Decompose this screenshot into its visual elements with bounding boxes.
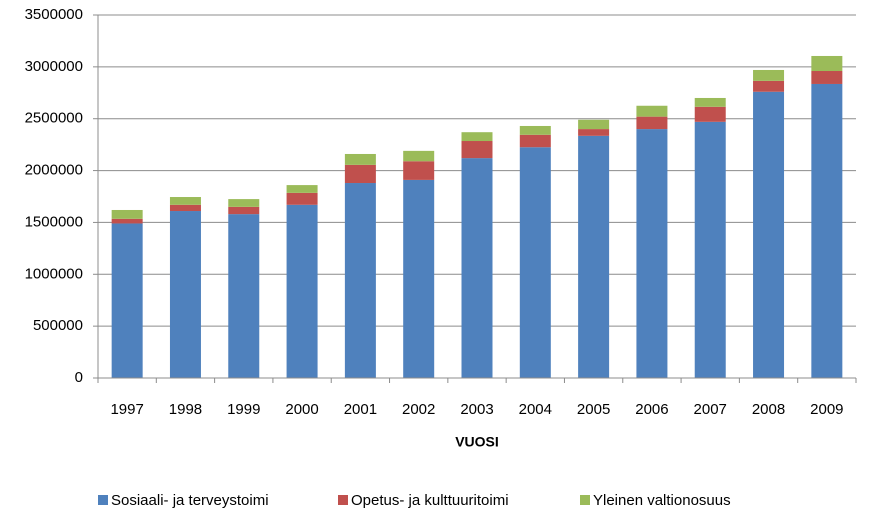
- bar-segment: [694, 121, 726, 378]
- bar-segment: [694, 106, 726, 122]
- bar-segment: [228, 199, 260, 207]
- x-tick-label: 2005: [577, 401, 610, 418]
- x-axis-title: VUOSI: [455, 434, 499, 450]
- bar-segment: [811, 83, 843, 378]
- x-tick-label: 2006: [635, 401, 668, 418]
- bar-segment: [461, 132, 493, 142]
- bar-segment: [286, 192, 318, 205]
- bar-segment: [286, 204, 318, 378]
- y-tick-label: 1000000: [25, 265, 83, 282]
- bar-segment: [403, 179, 435, 378]
- x-tick-label: 2008: [752, 401, 785, 418]
- bar-segment: [811, 71, 843, 84]
- x-tick-label: 1998: [169, 401, 202, 418]
- bar-segment: [753, 91, 785, 379]
- y-tick-label: 3000000: [25, 58, 83, 75]
- y-tick-label: 2000000: [25, 162, 83, 179]
- x-tick-label: 2002: [402, 401, 435, 418]
- y-tick-label: 500000: [33, 317, 83, 334]
- y-tick-label: 1500000: [25, 213, 83, 230]
- bar-segment: [169, 204, 201, 212]
- bar-segment: [519, 134, 551, 148]
- x-tick-label: 2004: [519, 401, 552, 418]
- bar-segment: [578, 129, 610, 136]
- y-tick-label: 0: [75, 369, 83, 386]
- bar-segment: [753, 69, 785, 81]
- bar-segment: [169, 197, 201, 205]
- bar-segment: [344, 183, 376, 378]
- y-tick-label: 3500000: [25, 6, 83, 23]
- bar-segment: [636, 116, 668, 130]
- legend-swatch: [98, 495, 108, 505]
- x-tick-label: 2007: [694, 401, 727, 418]
- bar-segment: [111, 223, 143, 378]
- legend-swatch: [338, 495, 348, 505]
- bar-segment: [403, 150, 435, 162]
- bar-segment: [403, 161, 435, 180]
- bar-segment: [286, 185, 318, 193]
- bar-segment: [578, 135, 610, 378]
- y-tick-label: 2500000: [25, 110, 83, 127]
- bar-segment: [111, 218, 143, 224]
- bar-segment: [344, 164, 376, 184]
- legend-label: Opetus- ja kulttuuritoimi: [351, 492, 509, 509]
- bar-segment: [519, 125, 551, 135]
- bar-segment: [461, 141, 493, 159]
- bar-segment: [636, 105, 668, 117]
- legend-label: Sosiaali- ja terveystoimi: [111, 492, 269, 509]
- bar-segment: [519, 147, 551, 378]
- legend-label: Yleinen valtionosuus: [593, 492, 731, 509]
- legend-swatch: [580, 495, 590, 505]
- bar-segment: [578, 119, 610, 130]
- x-tick-label: 2000: [285, 401, 318, 418]
- bar-segment: [169, 211, 201, 378]
- bar-segment: [228, 214, 260, 378]
- bar-segment: [694, 97, 726, 107]
- bar-segment: [228, 206, 260, 215]
- bar-segment: [344, 153, 376, 165]
- x-tick-label: 2009: [810, 401, 843, 418]
- bar-segment: [636, 129, 668, 378]
- bar-segment: [811, 55, 843, 72]
- bar-segment: [753, 80, 785, 92]
- bar-segment: [461, 158, 493, 378]
- x-tick-label: 2001: [344, 401, 377, 418]
- x-tick-label: 1997: [110, 401, 143, 418]
- x-tick-label: 1999: [227, 401, 260, 418]
- bar-segment: [111, 209, 143, 219]
- x-tick-label: 2003: [460, 401, 493, 418]
